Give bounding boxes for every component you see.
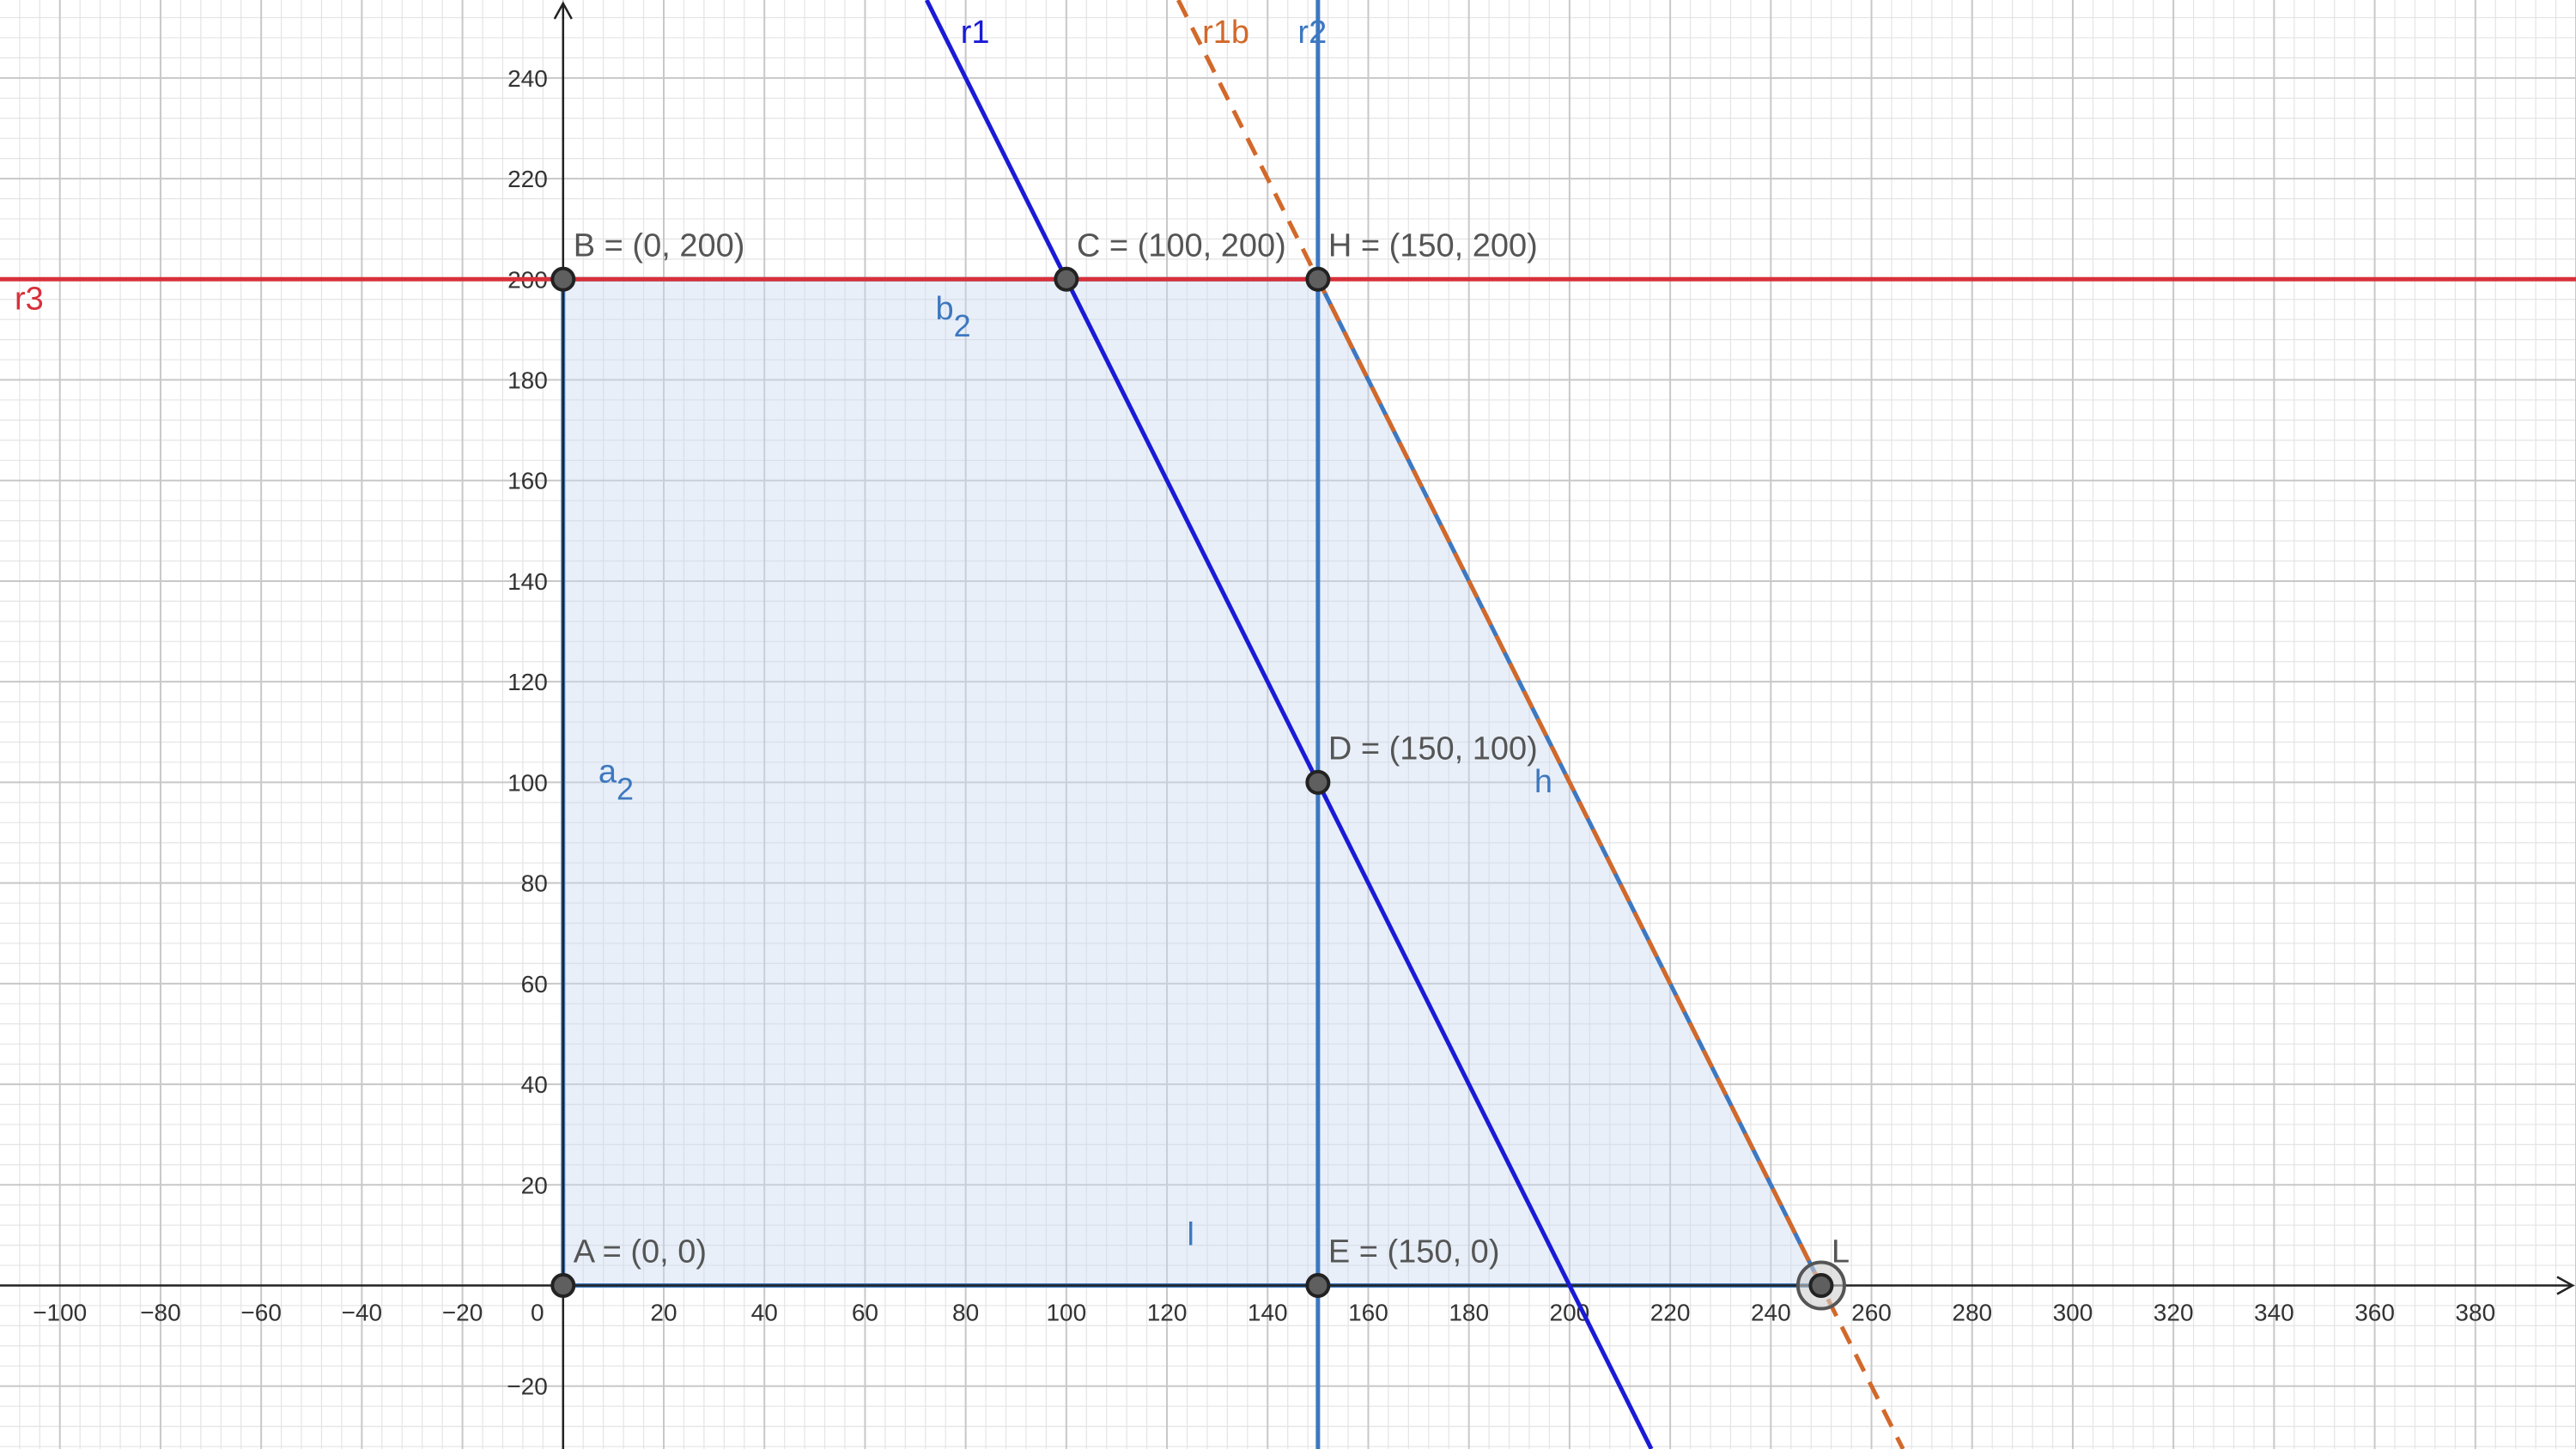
y-tick-label: 240 xyxy=(507,65,548,92)
object-labels: r1 r1b r2 r3 b2 a2 h l xyxy=(15,15,1552,1253)
x-tick-label: 140 xyxy=(1248,1300,1288,1326)
x-tick-label: 80 xyxy=(952,1300,979,1326)
x-tick-label: −100 xyxy=(33,1300,87,1326)
point-label-H: H = (150, 200) xyxy=(1328,227,1538,264)
points[interactable]: A = (0, 0) B = (0, 200) C = (100, 200) H = … xyxy=(550,227,1850,1311)
point-L[interactable] xyxy=(1808,1273,1834,1299)
x-tick-label: 300 xyxy=(2053,1300,2093,1326)
y-tick-label: 80 xyxy=(521,870,548,897)
y-tick-label: 60 xyxy=(521,971,548,997)
x-tick-label: 340 xyxy=(2254,1300,2294,1326)
line-label-r1: r1 xyxy=(961,15,990,51)
point-H[interactable] xyxy=(1305,266,1331,292)
segment-label-h: h xyxy=(1534,764,1552,800)
y-tick-label: −20 xyxy=(507,1373,548,1400)
y-tick-label: 160 xyxy=(507,468,548,494)
x-tick-label: 240 xyxy=(1751,1300,1791,1326)
segment-label-a2: a2 xyxy=(598,754,634,806)
point-label-L: L xyxy=(1832,1234,1850,1270)
y-tick-label: 40 xyxy=(521,1071,548,1098)
x-tick-label: −40 xyxy=(342,1300,383,1326)
y-tick-label: 100 xyxy=(507,769,548,796)
y-tick-label: 140 xyxy=(507,568,548,595)
line-label-r2: r2 xyxy=(1297,15,1327,51)
y-tick-label: 120 xyxy=(507,669,548,695)
x-tick-label: 260 xyxy=(1851,1300,1892,1326)
x-tick-label: 0 xyxy=(531,1300,544,1326)
point-B[interactable] xyxy=(550,266,576,292)
point-D[interactable] xyxy=(1305,769,1331,795)
x-tick-label: 360 xyxy=(2354,1300,2395,1326)
segment-label-l: l xyxy=(1187,1217,1194,1253)
x-tick-label: 280 xyxy=(1952,1300,1992,1326)
point-label-E: E = (150, 0) xyxy=(1328,1234,1500,1270)
x-tick-label: −80 xyxy=(140,1300,181,1326)
point-label-D: D = (150, 100) xyxy=(1328,731,1538,767)
line-r1b[interactable] xyxy=(1176,0,1905,1449)
x-tick-label: 320 xyxy=(2154,1300,2194,1326)
point-A[interactable] xyxy=(550,1273,576,1299)
line-label-r1b: r1b xyxy=(1202,15,1249,51)
y-tick-label: 220 xyxy=(507,166,548,192)
x-tick-label: 180 xyxy=(1449,1300,1489,1326)
x-tick-label: 380 xyxy=(2455,1300,2495,1326)
x-tick-label: 100 xyxy=(1046,1300,1086,1326)
x-tick-label: 160 xyxy=(1348,1300,1388,1326)
line-label-r3: r3 xyxy=(15,281,44,317)
point-label-A: A = (0, 0) xyxy=(574,1234,707,1270)
x-tick-label: 220 xyxy=(1650,1300,1691,1326)
x-axis-arrow-icon xyxy=(2556,1276,2575,1295)
point-E[interactable] xyxy=(1305,1273,1331,1299)
point-label-C: C = (100, 200) xyxy=(1077,227,1286,264)
segment-label-b2: b2 xyxy=(935,291,970,343)
x-tick-label: −60 xyxy=(240,1300,282,1326)
point-label-B: B = (0, 200) xyxy=(574,227,745,264)
x-tick-label: 120 xyxy=(1147,1300,1188,1326)
y-tick-label: 180 xyxy=(507,367,548,394)
line-r1[interactable] xyxy=(924,0,1654,1449)
point-C[interactable] xyxy=(1054,266,1079,292)
y-axis-arrow-icon xyxy=(553,1,573,20)
x-tick-label: 60 xyxy=(852,1300,878,1326)
x-tick-label: −20 xyxy=(442,1300,483,1326)
x-tick-label: 40 xyxy=(751,1300,778,1326)
x-tick-label: 20 xyxy=(650,1300,677,1326)
y-tick-label: 20 xyxy=(521,1172,548,1198)
